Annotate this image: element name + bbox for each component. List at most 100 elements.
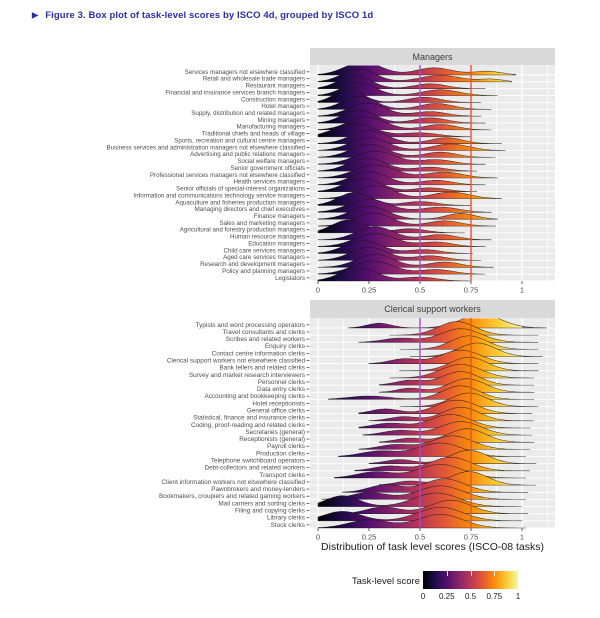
y-axis-label: Hotel receptionists	[252, 400, 305, 407]
density-curve	[358, 435, 531, 450]
y-axis-label: Health services managers	[233, 179, 305, 186]
y-axis-label: Agricultural and forestry production man…	[180, 227, 305, 234]
y-axis-label: Library clerks	[267, 515, 305, 522]
y-axis-label: Secretaries (general)	[245, 429, 305, 436]
y-axis-label: Research and development managers	[200, 261, 305, 268]
y-axis-label: Mining managers	[258, 117, 305, 124]
y-axis-label: Managing directors and chief executives	[195, 206, 305, 213]
y-axis-label: Statistical, finance and insurance clerk…	[193, 415, 305, 422]
y-axis-label: Bookmakers, croupiers and related gaming…	[159, 493, 305, 500]
density-curve	[399, 392, 539, 407]
y-axis-label: Debt-collectors and related workers	[204, 465, 305, 472]
y-axis-label: Aged care services managers	[223, 254, 305, 261]
y-axis-label: Senior government officials	[230, 165, 305, 172]
y-axis-label: Legislators	[275, 275, 305, 282]
legend-tick-label: 0.5	[464, 592, 477, 601]
figure-bullet-icon: ▶	[32, 10, 39, 20]
y-axis-label: Sports, recreation and cultural centre m…	[174, 137, 305, 144]
legend-tick-mark	[446, 571, 448, 576]
x-axis: 0 0.25 0.5 0.75 1	[316, 528, 524, 542]
y-axis-label: Data entry clerks	[257, 386, 305, 393]
y-axis-label: Finance managers	[254, 213, 305, 220]
density-curve	[321, 485, 527, 500]
y-axis-label: Transport clerks	[259, 472, 305, 479]
x-axis-tick-label: 0.25	[362, 533, 377, 542]
density-curve	[354, 457, 531, 472]
density-group	[317, 65, 517, 282]
density-curve	[338, 499, 529, 514]
legend-tick-label: 0.75	[486, 592, 503, 601]
x-axis-title: Distribution of task level scores (ISCO-…	[321, 541, 544, 553]
y-axis-label: Education managers	[248, 240, 305, 247]
figure-title-text: Figure 3. Box plot of task-level scores …	[45, 10, 374, 21]
density-curve	[358, 399, 533, 414]
y-axis-label: Social welfare managers	[237, 158, 305, 165]
y-axis-label: Professional services managers not elsew…	[150, 172, 306, 179]
y-axis-label: Payroll clerks	[267, 443, 305, 450]
density-curve	[378, 471, 537, 486]
legend-tick-label: 0.25	[438, 592, 455, 601]
y-axis-label: Restaurant managers	[245, 83, 305, 90]
x-axis-tick-label: 1	[520, 533, 524, 542]
y-axis-label: Contact centre information clerks	[212, 350, 305, 357]
y-axis-label: Business services and administration man…	[107, 144, 306, 151]
y-axis-label: Survey and market research interviewers	[189, 372, 305, 379]
density-curve	[368, 407, 535, 422]
x-axis-tick-label: 0	[316, 533, 320, 542]
x-axis-tick-label: 0.5	[415, 533, 425, 542]
panel-title-managers: Managers	[412, 51, 453, 62]
y-axis-label: Policy and planning managers	[222, 268, 305, 275]
y-axis-label: Manufacturing managers	[237, 124, 305, 131]
y-axis-label: Information and communications technolog…	[133, 192, 305, 199]
density-curve	[378, 371, 535, 386]
density-curve	[378, 378, 535, 393]
density-curve	[368, 349, 539, 364]
density-curve	[358, 328, 539, 343]
density-curve	[409, 342, 543, 357]
density-curve	[389, 321, 539, 336]
y-axis-label: Hotel managers	[261, 103, 305, 110]
legend-tick-label: 0	[420, 592, 426, 601]
y-axis-label: Financial and insurance services branch …	[165, 89, 305, 96]
density-curve	[327, 385, 535, 400]
legend-tick-label: 1	[515, 592, 521, 601]
y-axis-label: Pawnbrokers and money-lenders	[211, 486, 305, 493]
y-axis-label: Production clerks	[256, 450, 305, 457]
y-axis-label: Coding, proof-reading and related clerks	[191, 422, 305, 429]
density-curve	[358, 414, 531, 429]
density-curve	[342, 478, 529, 493]
x-axis: 0 0.25 0.5 0.75 1	[316, 281, 524, 295]
y-axis-label: Construction managers	[241, 96, 305, 103]
density-curve	[389, 364, 535, 379]
y-axis-label: Typists and word processing operators	[196, 322, 305, 329]
y-axis-label: Services managers not elsewhere classifi…	[185, 69, 306, 76]
density-curve	[317, 82, 498, 96]
density-curve	[378, 428, 535, 443]
y-axis-labels: Typists and word processing operators Tra…	[159, 322, 310, 529]
x-axis-tick-label: 0.75	[464, 533, 479, 542]
y-axis-label: Scribes and related workers	[226, 336, 305, 343]
y-axis-label: Accounting and bookkeeping clerks	[204, 393, 305, 400]
y-axis-label: Senior officials of special-interest org…	[176, 186, 305, 193]
y-axis-label: Stock clerks	[271, 522, 305, 529]
density-curve	[317, 157, 478, 172]
y-axis-label: Sales and marketing managers	[219, 220, 305, 227]
y-axis-label: Aquaculture and fisheries production man…	[175, 199, 305, 206]
y-axis-label: Telephone switchboard operators	[211, 458, 305, 465]
y-axis-label: Supply, distribution and related manager…	[191, 110, 305, 117]
y-axis-label: Client information workers not elsewhere…	[162, 479, 306, 486]
y-axis-label: Child care services managers	[223, 247, 305, 254]
y-axis-label: Advertising and public relations manager…	[190, 151, 305, 158]
y-axis-label: Clerical support workers not elsewhere c…	[167, 358, 306, 365]
density-curve	[362, 421, 533, 436]
density-curve	[338, 442, 527, 457]
y-axis-label: General office clerks	[247, 408, 305, 415]
x-axis-tick-label: 1	[520, 286, 524, 295]
y-axis-labels: Services managers not elsewhere classifi…	[107, 69, 310, 282]
y-axis-label: Receptionists (general)	[239, 436, 305, 443]
x-axis-tick-label: 0.75	[464, 286, 479, 295]
x-axis-tick-label: 0	[316, 286, 320, 295]
panel-header-managers: Managers	[310, 48, 555, 65]
